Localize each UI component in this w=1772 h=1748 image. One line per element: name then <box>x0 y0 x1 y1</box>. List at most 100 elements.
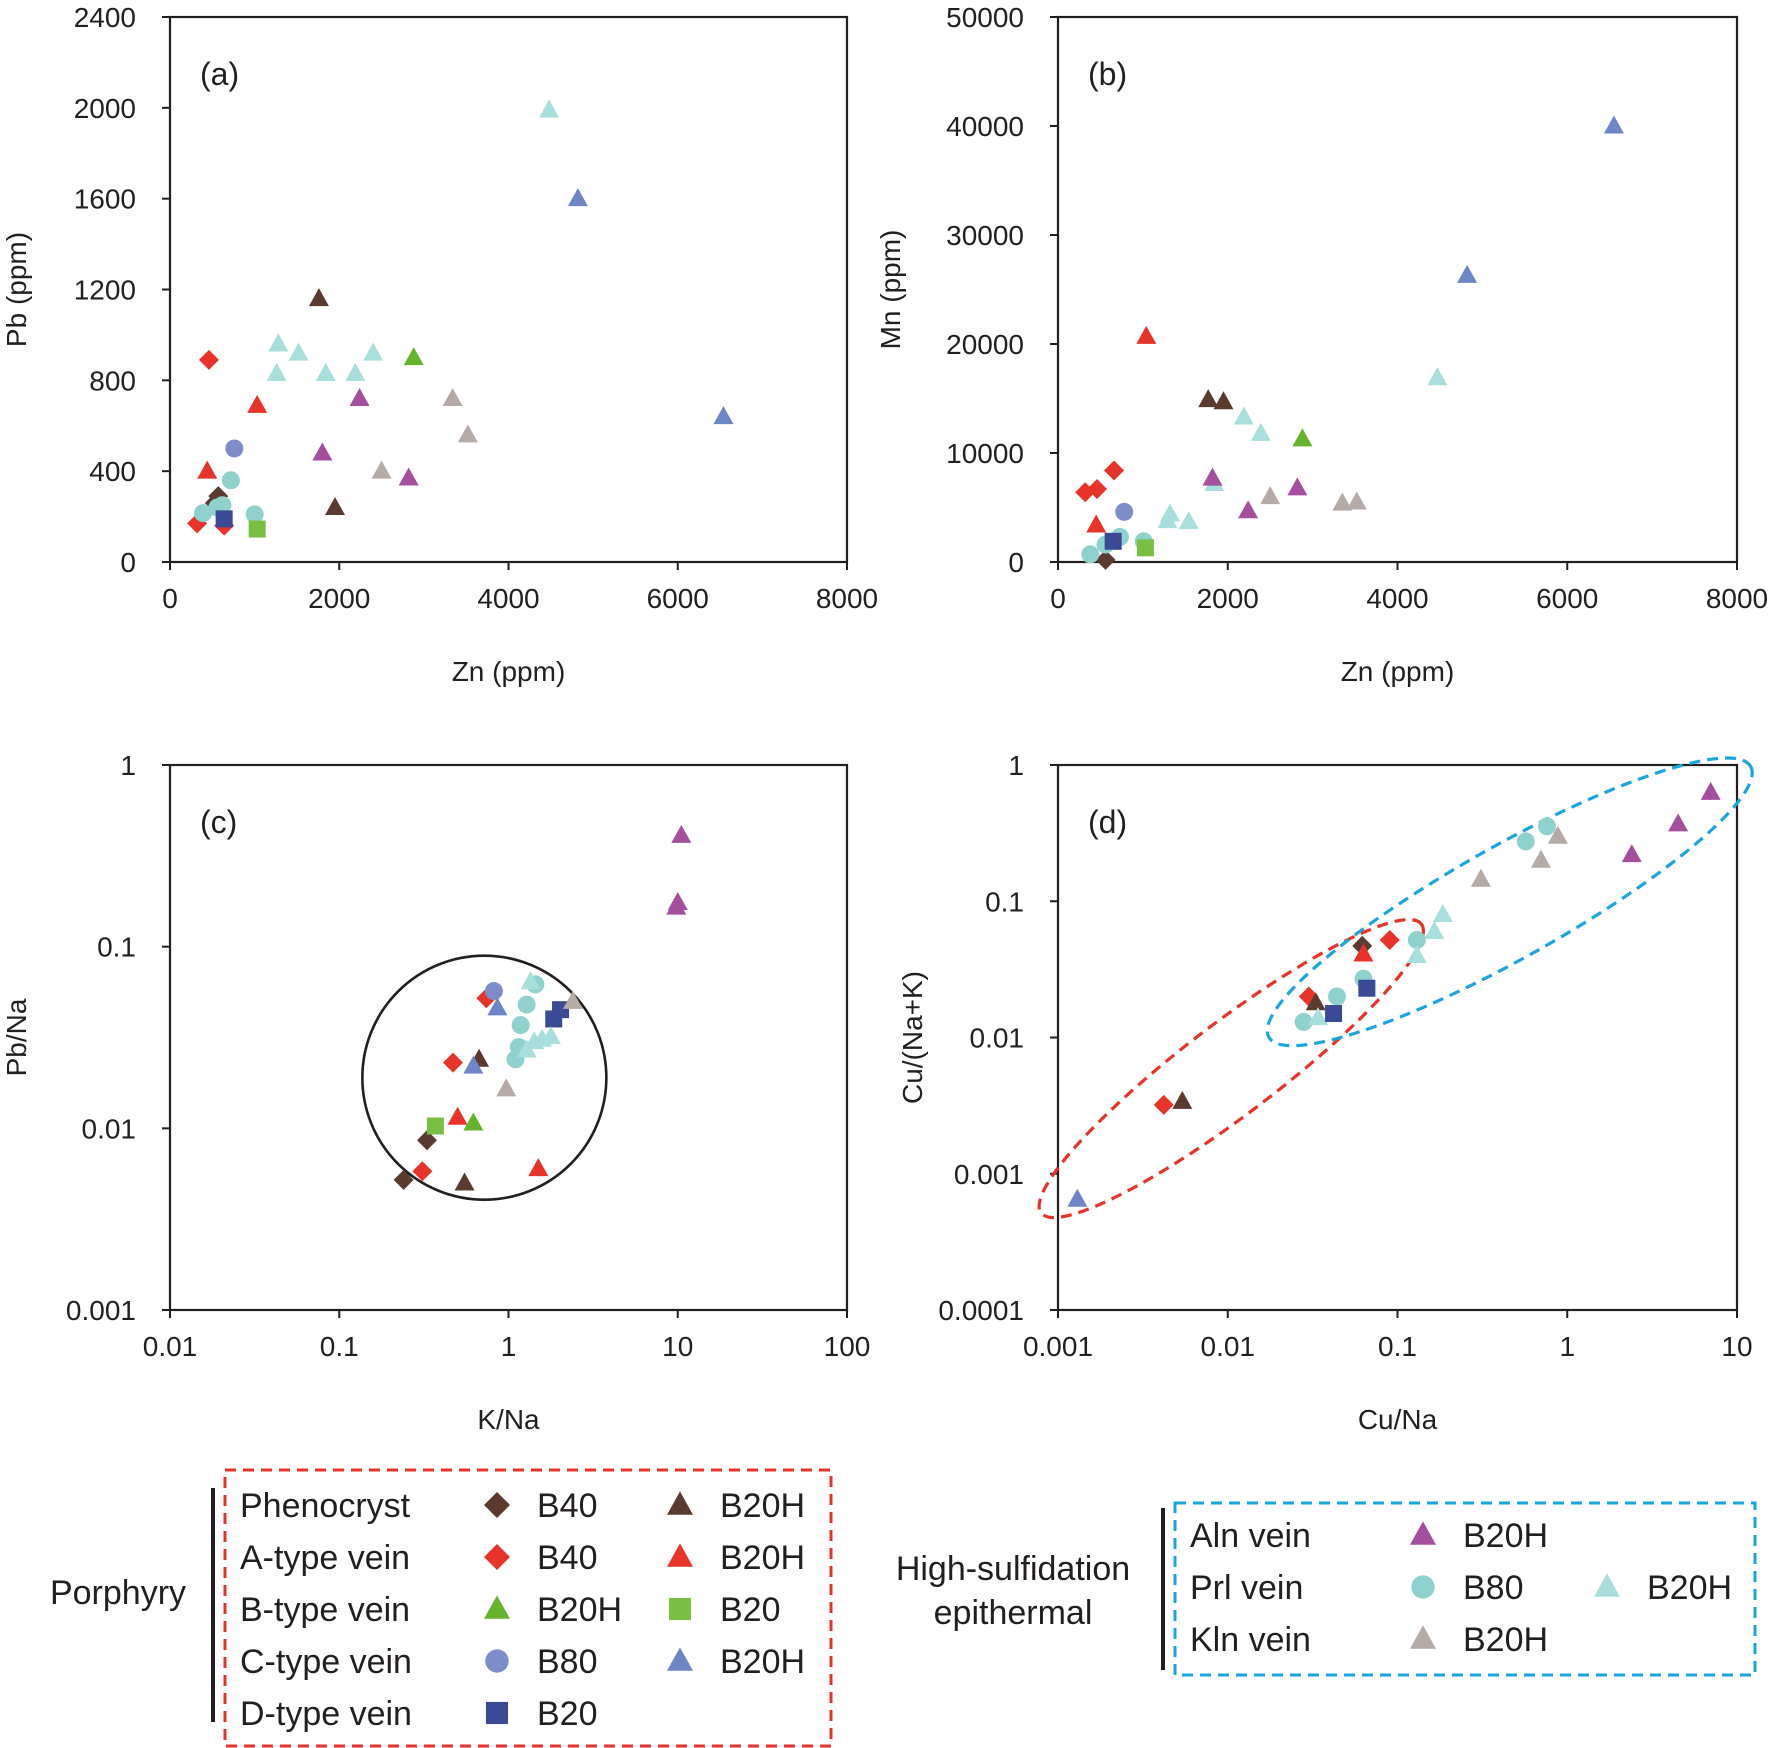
data-point <box>248 520 266 538</box>
legend-marker <box>484 1492 510 1518</box>
y-tick-label: 2000 <box>74 93 136 124</box>
data-point <box>463 1055 484 1074</box>
data-point <box>426 1117 444 1135</box>
y-tick-label: 800 <box>89 365 136 396</box>
plot-frame <box>168 15 849 564</box>
data-point <box>345 363 366 382</box>
data-point <box>308 288 329 307</box>
legend-series-label: B20H <box>720 1643 805 1681</box>
x-tick-label: 6000 <box>647 583 709 614</box>
data-point <box>1172 1090 1193 1109</box>
y-tick-label: 0.01 <box>82 1113 137 1144</box>
grouping-circle <box>361 954 608 1201</box>
data-point <box>245 505 264 524</box>
data-point <box>1178 511 1199 530</box>
data-point <box>1136 325 1157 344</box>
x-tick-label: 8000 <box>816 583 878 614</box>
x-tick-label: 4000 <box>477 583 539 614</box>
data-point <box>288 342 309 361</box>
legend-series-label: B20H <box>537 1591 622 1629</box>
x-tick-label: 0.01 <box>1201 1331 1256 1362</box>
panel-label: (b) <box>1088 56 1127 92</box>
data-point <box>393 1169 414 1190</box>
data-point <box>266 363 287 382</box>
legend-marker <box>484 1544 510 1570</box>
panel-label: (a) <box>200 56 239 92</box>
legend-row-label: C-type vein <box>240 1643 412 1681</box>
data-point <box>225 439 244 458</box>
y-tick-label: 1600 <box>74 184 136 215</box>
y-tick-label: 0.1 <box>97 932 136 963</box>
data-point <box>1346 491 1367 510</box>
legend-row-label: B-type vein <box>240 1591 410 1629</box>
y-tick-label: 400 <box>89 456 136 487</box>
y-axis-label: Pb/Na <box>1 998 32 1076</box>
plot-frame <box>1056 15 1739 564</box>
x-axis-label: K/Na <box>477 1404 540 1435</box>
data-point <box>1603 115 1624 134</box>
data-point <box>1086 514 1107 533</box>
data-point <box>1087 478 1108 499</box>
y-tick-label: 0.0001 <box>938 1295 1024 1326</box>
data-point <box>1292 428 1313 447</box>
data-point <box>517 995 536 1014</box>
data-point <box>417 1130 438 1151</box>
x-tick-label: 1 <box>501 1331 517 1362</box>
data-point <box>1081 545 1100 564</box>
epithermal-legend: High-sulfidation epithermal Aln vein B20H… <box>896 1501 1757 1677</box>
data-point <box>1353 943 1374 962</box>
legend-series-label: B80 <box>537 1643 598 1681</box>
data-point <box>447 1106 468 1125</box>
y-axis-label: Mn (ppm) <box>875 230 906 350</box>
legend-marker <box>484 1595 510 1619</box>
legend-row-label: Aln vein <box>1190 1517 1311 1555</box>
data-point <box>1250 422 1271 441</box>
y-tick-label: 1 <box>120 750 136 781</box>
y-tick-label: 30000 <box>946 220 1024 251</box>
legend-series-label: B40 <box>537 1487 598 1525</box>
data-point <box>1287 477 1308 496</box>
data-point <box>1424 920 1445 939</box>
y-axis-label: Cu/(Na+K) <box>897 971 928 1104</box>
panel-label: (c) <box>200 804 237 840</box>
data-point <box>1115 502 1134 521</box>
data-point <box>371 460 392 479</box>
data-point <box>443 1052 464 1073</box>
legend-series-label: B40 <box>537 1539 598 1577</box>
data-point <box>312 442 333 461</box>
y-tick-label: 0.001 <box>954 1159 1024 1190</box>
epithermal-legend-title-line1: High-sulfidation <box>896 1550 1130 1588</box>
legend-series-label: B80 <box>1463 1569 1524 1607</box>
data-point <box>1294 1012 1313 1031</box>
data-point <box>247 394 268 413</box>
data-point <box>1307 1007 1328 1026</box>
data-point <box>403 347 424 366</box>
x-axis-label: Cu/Na <box>1358 1404 1438 1435</box>
data-point <box>520 971 541 990</box>
porphyry-legend: Porphyry Phenocryst B40 B20H A-type vein B40… <box>50 1468 833 1748</box>
y-tick-label: 50000 <box>946 2 1024 33</box>
legend-row-label: Phenocryst <box>240 1487 411 1525</box>
x-tick-label: 10 <box>1721 1331 1752 1362</box>
y-tick-label: 1200 <box>74 275 136 306</box>
data-point <box>484 982 503 1001</box>
x-axis-label: Zn (ppm) <box>452 656 566 687</box>
data-point <box>457 424 478 443</box>
plot-frame <box>168 763 849 1312</box>
data-point <box>562 990 583 1009</box>
data-point <box>268 333 289 352</box>
y-tick-label: 10000 <box>946 438 1024 469</box>
y-tick-label: 0.001 <box>66 1295 136 1326</box>
data-point <box>1136 539 1154 557</box>
data-point <box>442 388 463 406</box>
legend-marker <box>1594 1573 1620 1597</box>
plot-frame <box>1056 763 1739 1312</box>
data-point <box>1621 844 1642 863</box>
y-tick-label: 0.1 <box>985 886 1024 917</box>
panel-a-zn-vs-pb: 0 2000 4000 6000 8000 0 400 800 1200 1600 2000 2400… <box>1 2 878 687</box>
data-point <box>349 388 370 406</box>
data-point <box>511 1016 530 1035</box>
data-point <box>671 824 692 843</box>
panel-b-zn-vs-mn: 0 2000 4000 6000 8000 0 10000 20000 30000 40000 50… <box>875 2 1768 687</box>
data-point <box>1427 367 1448 386</box>
